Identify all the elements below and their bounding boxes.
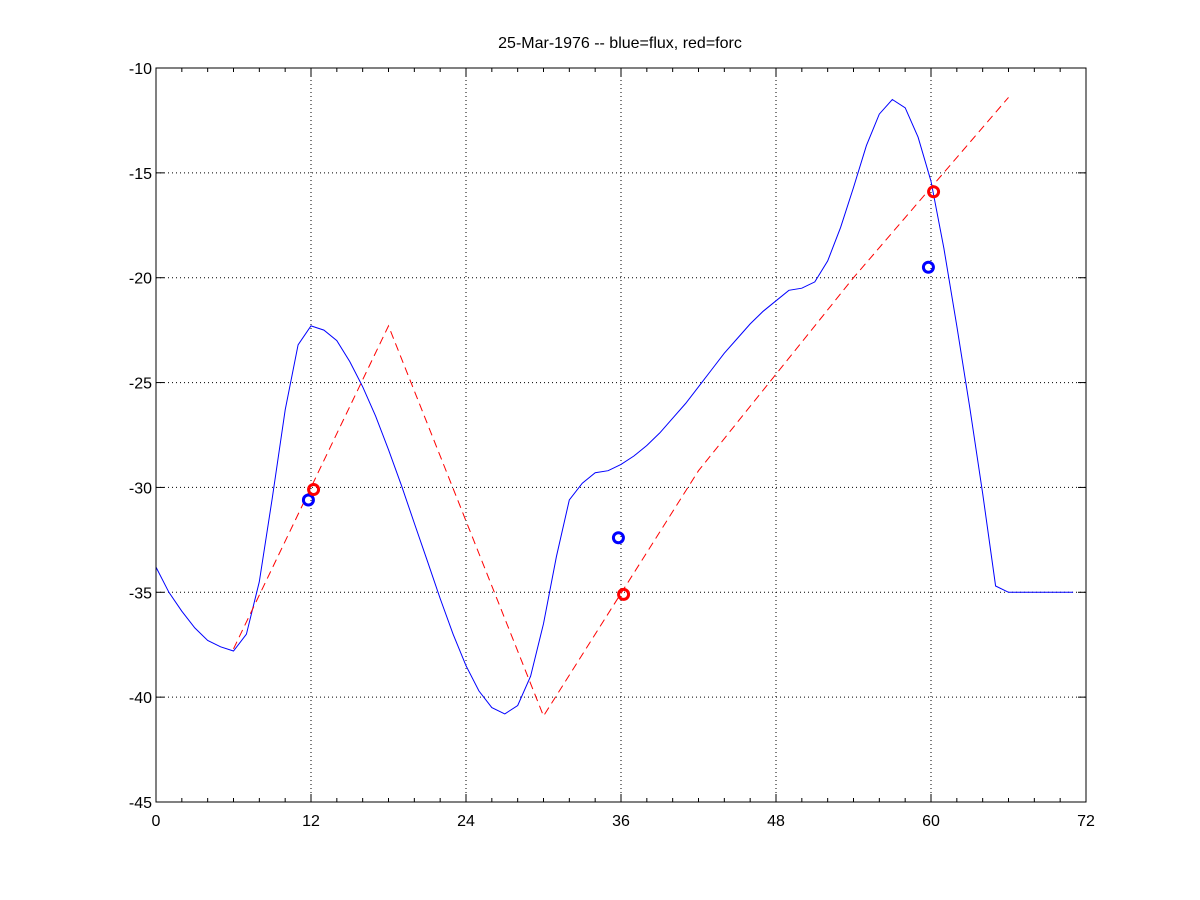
forc-series-line xyxy=(233,97,1009,718)
x-tick-label: 36 xyxy=(612,813,630,830)
x-tick-label: 12 xyxy=(302,813,320,830)
y-tick-label: -25 xyxy=(129,376,152,393)
axes-frame xyxy=(155,67,1087,803)
x-tick-label: 24 xyxy=(457,813,475,830)
y-tick-label: -10 xyxy=(129,61,152,78)
x-tick-label: 72 xyxy=(1077,813,1095,830)
x-tick-label: 48 xyxy=(767,813,785,830)
forc-marker xyxy=(617,587,631,601)
flux-series-line xyxy=(155,98,1074,715)
series-group xyxy=(155,97,1074,718)
y-tick-label: -15 xyxy=(129,166,152,183)
grid-lines xyxy=(156,68,1086,802)
marker-group xyxy=(301,185,941,601)
y-tick-label: -20 xyxy=(129,271,152,288)
y-tick-label: -40 xyxy=(129,690,152,707)
flux-marker xyxy=(611,531,625,545)
y-tick-label: -30 xyxy=(129,480,152,497)
flux-marker xyxy=(921,260,935,274)
y-tick-label: -35 xyxy=(129,585,152,602)
chart-title: 25-Mar-1976 -- blue=flux, red=forc xyxy=(498,35,742,52)
y-tick-label: -45 xyxy=(129,795,152,812)
x-tick-label: 0 xyxy=(152,813,161,830)
forc-marker xyxy=(307,483,321,497)
tick-labels: 0 12 24 36 48 60 72 -10 -15 -20 -25 -30 -35 -40 -45 xyxy=(129,61,1095,830)
axis-ticks xyxy=(155,67,1087,803)
forc-marker xyxy=(927,185,941,199)
flux-marker xyxy=(301,493,315,507)
x-tick-label: 60 xyxy=(922,813,940,830)
